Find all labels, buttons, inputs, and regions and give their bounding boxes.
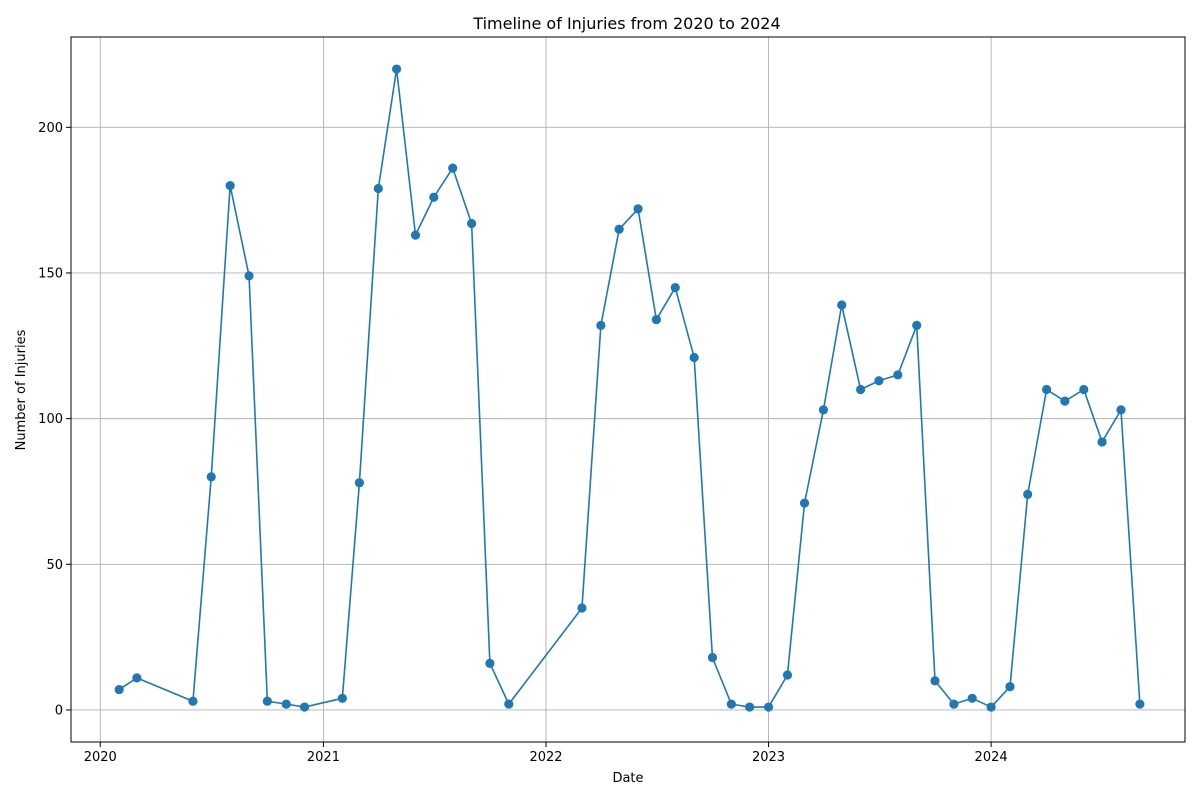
- y-tick-label: 100: [38, 412, 63, 427]
- data-point-marker: [577, 603, 587, 613]
- data-point-marker: [467, 218, 477, 229]
- data-point-marker: [949, 699, 959, 709]
- data-point-marker: [1041, 384, 1052, 395]
- data-point-marker: [967, 693, 977, 703]
- data-point-marker: [504, 699, 514, 709]
- data-point-marker: [912, 320, 922, 331]
- x-axis-ticks: 2020 2021 2022 2023 2024: [84, 742, 1008, 765]
- data-point-marker: [930, 676, 940, 686]
- x-tick-label: 2021: [307, 750, 340, 765]
- data-point-marker: [837, 300, 847, 310]
- data-point-marker: [782, 670, 793, 680]
- x-tick-label: 2020: [84, 750, 117, 765]
- data-point-marker: [1116, 405, 1126, 415]
- data-point-marker: [633, 204, 643, 214]
- data-point-marker: [485, 658, 495, 668]
- data-point-marker: [874, 376, 884, 386]
- series-polyline: [118, 68, 1141, 708]
- data-point-marker: [281, 699, 291, 709]
- chart-title: Timeline of Injuries from 2020 to 2024: [472, 14, 780, 33]
- data-point-marker: [799, 498, 810, 508]
- data-points: [114, 64, 1145, 712]
- data-point-marker: [262, 696, 272, 706]
- data-point-marker: [114, 684, 124, 695]
- y-tick-label: 200: [38, 121, 63, 136]
- y-tick-label: 50: [46, 558, 63, 573]
- data-point-marker: [670, 282, 680, 293]
- data-point-marker: [206, 472, 216, 482]
- data-point-marker: [763, 702, 774, 712]
- data-point-marker: [856, 384, 866, 395]
- data-point-marker: [651, 314, 661, 325]
- data-point-marker: [354, 478, 365, 488]
- data-point-marker: [614, 224, 624, 234]
- x-axis-label: Date: [612, 771, 643, 786]
- y-axis-label: Number of Injuries: [14, 329, 29, 450]
- data-point-marker: [299, 702, 310, 712]
- x-tick-label: 2024: [975, 750, 1008, 765]
- data-point-marker: [726, 699, 736, 709]
- x-tick-label: 2023: [752, 750, 785, 765]
- data-point-marker: [596, 320, 606, 331]
- data-point-marker: [1060, 396, 1070, 406]
- data-point-marker: [410, 230, 421, 240]
- data-point-marker: [448, 163, 458, 173]
- data-point-marker: [373, 183, 383, 194]
- y-tick-label: 150: [38, 266, 63, 281]
- y-tick-label: 0: [55, 703, 63, 718]
- data-point-marker: [429, 192, 439, 202]
- data-point-marker: [244, 271, 254, 281]
- plot-area-frame: [70, 36, 1186, 743]
- data-point-marker: [132, 673, 142, 683]
- data-point-marker: [225, 180, 235, 191]
- data-point-marker: [986, 702, 996, 712]
- data-point-marker: [893, 370, 903, 380]
- data-point-marker: [337, 693, 347, 703]
- data-point-marker: [818, 405, 829, 415]
- x-tick-label: 2022: [529, 750, 562, 765]
- data-point-marker: [1135, 699, 1145, 709]
- data-point-marker: [1079, 384, 1089, 395]
- series-line: [118, 68, 1141, 708]
- data-point-marker: [392, 64, 402, 74]
- data-point-marker: [689, 352, 699, 363]
- y-axis-ticks: 0 50 100 150 200: [38, 121, 71, 718]
- data-point-marker: [707, 652, 718, 663]
- data-point-marker: [745, 702, 755, 712]
- data-point-marker: [1097, 437, 1107, 447]
- data-point-marker: [1023, 489, 1033, 499]
- grid-lines: [71, 37, 1185, 742]
- data-point-marker: [188, 696, 198, 706]
- data-point-marker: [1005, 682, 1015, 692]
